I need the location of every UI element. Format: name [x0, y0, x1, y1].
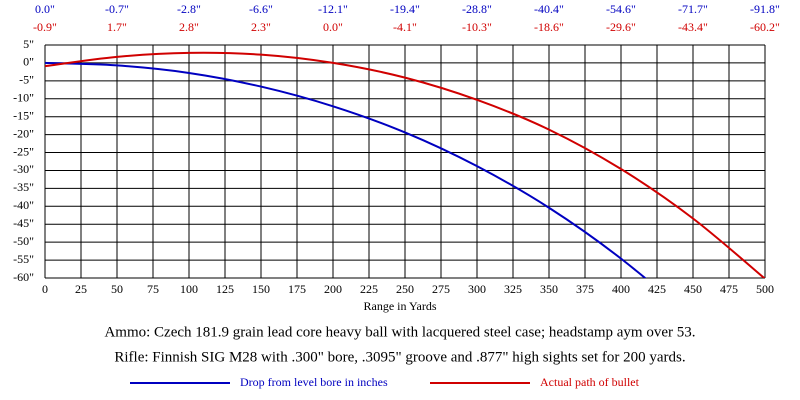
y-tick-label: -5"	[19, 73, 34, 87]
y-tick-label: -15"	[13, 108, 34, 122]
x-tick-label: 250	[396, 282, 414, 296]
y-tick-label: -10"	[13, 91, 34, 105]
x-tick-label: 150	[252, 282, 270, 296]
series-line	[45, 61, 647, 278]
x-tick-label: 375	[576, 282, 594, 296]
value-label: 2.3"	[251, 20, 271, 34]
y-tick-label: -60"	[13, 270, 34, 284]
x-tick-label: 300	[468, 282, 486, 296]
y-tick-label: 5"	[23, 37, 34, 51]
x-tick-label: 350	[540, 282, 558, 296]
x-tick-label: 75	[147, 282, 159, 296]
y-tick-label: -30"	[13, 162, 34, 176]
value-label: 0.0"	[323, 20, 343, 34]
x-tick-label: 325	[504, 282, 522, 296]
value-label: 0.0"	[35, 2, 55, 16]
x-tick-label: 0	[42, 282, 48, 296]
value-label: -12.1"	[318, 2, 348, 16]
x-tick-label: 100	[180, 282, 198, 296]
y-tick-label: -35"	[13, 180, 34, 194]
value-label: -40.4"	[534, 2, 564, 16]
series-line	[45, 51, 765, 278]
value-label: 1.7"	[107, 20, 127, 34]
value-label: -18.6"	[534, 20, 564, 34]
value-label: -10.3"	[462, 20, 492, 34]
legend-label: Drop from level bore in inches	[240, 375, 388, 389]
x-tick-label: 225	[360, 282, 378, 296]
x-tick-label: 400	[612, 282, 630, 296]
value-label: -43.4"	[678, 20, 708, 34]
y-tick-label: -50"	[13, 234, 34, 248]
value-label: -28.8"	[462, 2, 492, 16]
value-label: 2.8"	[179, 20, 199, 34]
x-tick-label: 175	[288, 282, 306, 296]
value-label: -4.1"	[393, 20, 417, 34]
x-axis-label: Range in Yards	[363, 299, 436, 313]
rifle-note: Rifle: Finnish SIG M28 with .300" bore, …	[114, 349, 685, 365]
value-label: -0.7"	[105, 2, 129, 16]
value-label: -19.4"	[390, 2, 420, 16]
y-tick-label: -20"	[13, 126, 34, 140]
x-tick-label: 125	[216, 282, 234, 296]
value-label: -2.8"	[177, 2, 201, 16]
x-tick-label: 425	[648, 282, 666, 296]
value-label: -71.7"	[678, 2, 708, 16]
x-tick-label: 50	[111, 282, 123, 296]
value-label: -54.6"	[606, 2, 636, 16]
legend-label: Actual path of bullet	[540, 375, 640, 389]
value-label: -0.9"	[33, 20, 57, 34]
x-tick-label: 275	[432, 282, 450, 296]
y-tick-label: -25"	[13, 144, 34, 158]
x-tick-label: 200	[324, 282, 342, 296]
y-tick-label: -45"	[13, 216, 34, 230]
value-label: -60.2"	[750, 20, 780, 34]
x-tick-label: 500	[756, 282, 774, 296]
x-tick-label: 475	[720, 282, 738, 296]
value-label: -91.8"	[750, 2, 780, 16]
x-tick-label: 25	[75, 282, 87, 296]
ammo-note: Ammo: Czech 181.9 grain lead core heavy …	[104, 324, 695, 340]
y-tick-label: 0"	[23, 55, 34, 69]
y-tick-label: -40"	[13, 198, 34, 212]
x-tick-label: 450	[684, 282, 702, 296]
value-label: -29.6"	[606, 20, 636, 34]
value-label: -6.6"	[249, 2, 273, 16]
y-tick-label: -55"	[13, 252, 34, 266]
